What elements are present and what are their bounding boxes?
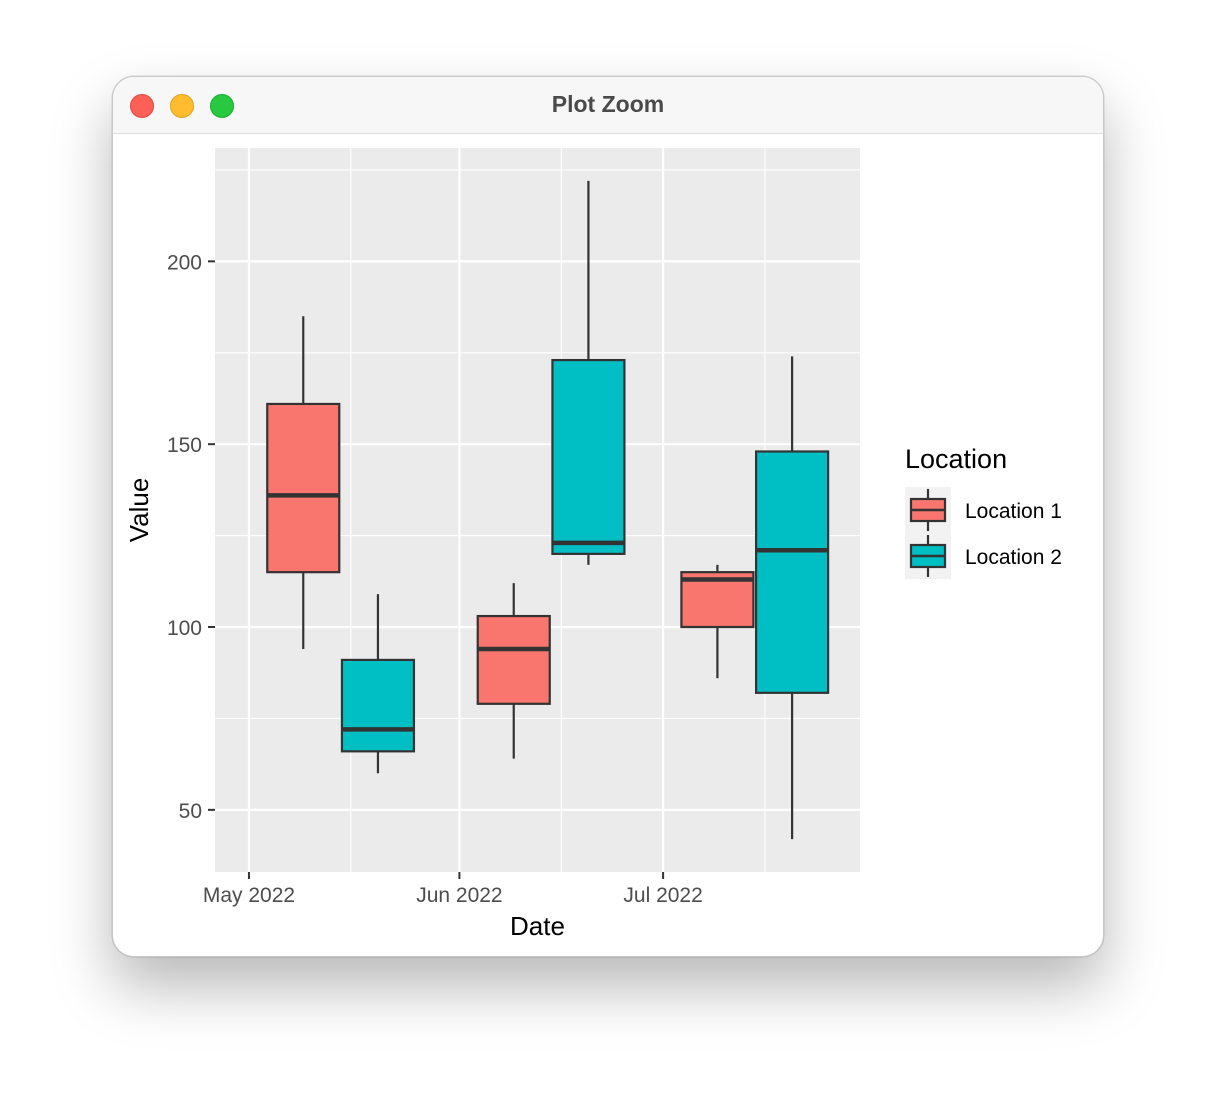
legend-key-1	[905, 487, 951, 533]
box-body	[476, 614, 551, 705]
box-body	[340, 658, 416, 753]
x-tick-label: Jun 2022	[416, 884, 502, 907]
legend-label: Location 1	[965, 500, 1062, 523]
y-axis-title: Value	[124, 478, 154, 543]
box-body	[755, 450, 830, 694]
box-location-2	[551, 180, 626, 565]
box-body	[551, 358, 626, 555]
plot-zoom-window: Plot Zoom 50 100 150 200 May 2022 Jun 2022 Jul…	[112, 76, 1104, 957]
y-tick-label: 50	[179, 800, 202, 823]
legend-key-2	[905, 533, 951, 579]
box-location-1	[266, 316, 341, 649]
x-axis-title: Date	[510, 911, 565, 941]
boxplot-chart: 50 100 150 200 May 2022 Jun 2022 Jul 2022 Date V…	[124, 148, 1062, 941]
box-location-2	[340, 594, 416, 774]
box-location-1	[476, 583, 551, 759]
box-location-1	[680, 564, 755, 679]
y-tick-label: 150	[167, 434, 202, 457]
y-tick-label: 100	[167, 617, 202, 640]
x-tick-label: Jul 2022	[623, 884, 702, 907]
y-tick-label: 200	[167, 251, 202, 274]
window-title: Plot Zoom	[551, 91, 665, 117]
box-body	[266, 402, 341, 574]
title-bar: Plot Zoom	[113, 77, 1103, 134]
x-tick-label: May 2022	[203, 884, 295, 907]
box-location-2	[755, 356, 830, 840]
close-button[interactable]	[130, 94, 154, 118]
zoom-button[interactable]	[210, 94, 234, 118]
minimize-button[interactable]	[170, 94, 194, 118]
legend-title: Location	[905, 444, 1007, 474]
legend-label: Location 2	[965, 546, 1062, 569]
